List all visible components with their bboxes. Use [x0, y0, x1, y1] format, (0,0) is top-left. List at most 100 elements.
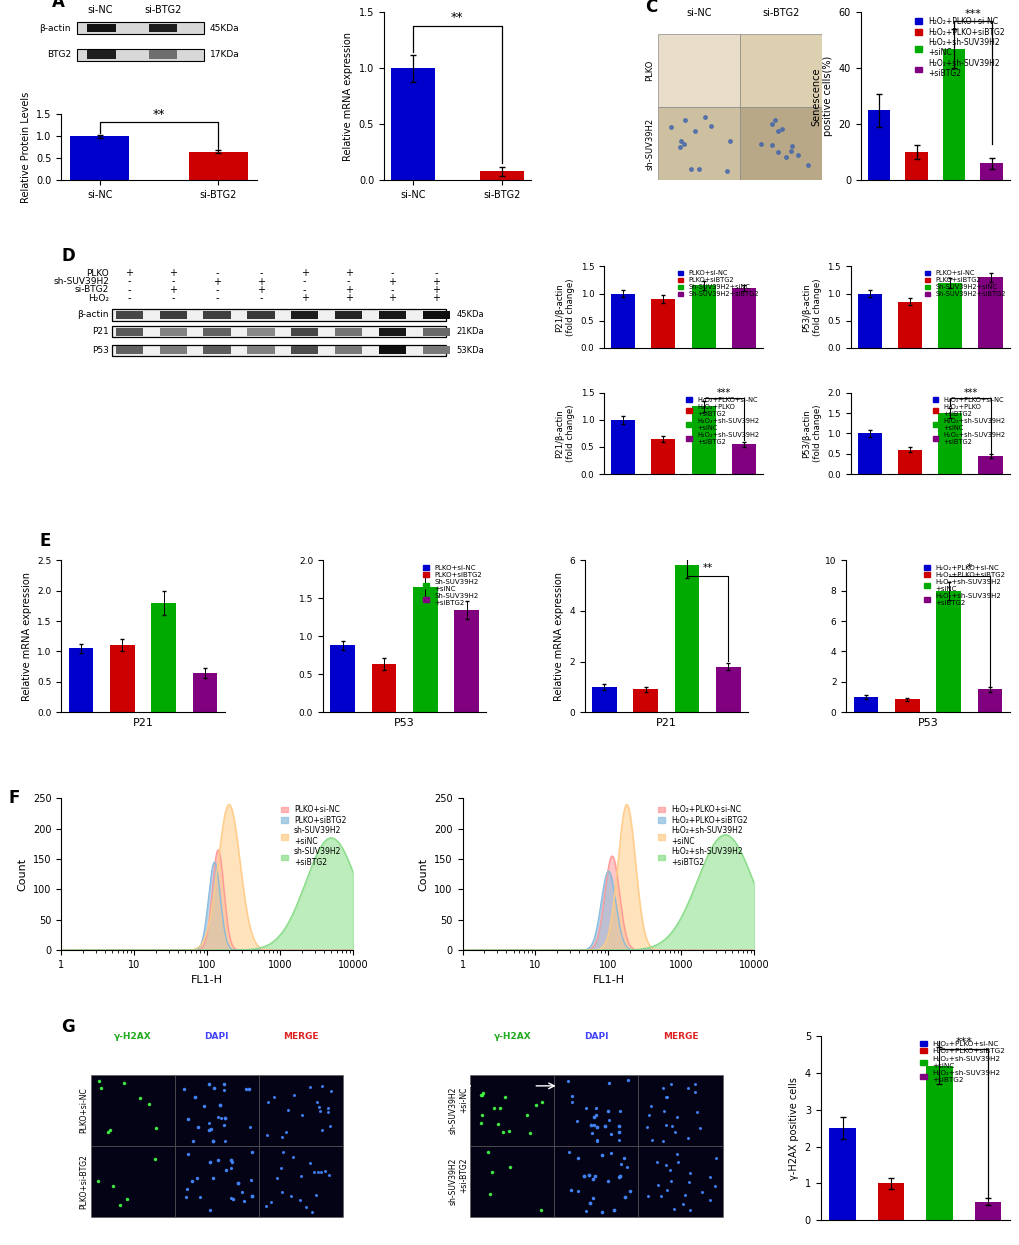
Text: 17KDa: 17KDa [210, 50, 239, 60]
Bar [330, 645, 355, 712]
Text: +: + [169, 268, 177, 278]
Bar [290, 346, 318, 354]
Legend: H₂O₂+PLKO+si-NC, H₂O₂+PLKO
+siBTG2, H₂O₂+sh-SUV39H2
+siNC, H₂O₂+sh-SUV39H2
+siBT: H₂O₂+PLKO+si-NC, H₂O₂+PLKO +siBTG2, H₂O₂… [685, 396, 759, 446]
Text: PLKO+si-NC: PLKO+si-NC [79, 1088, 88, 1133]
Text: +: + [213, 276, 221, 286]
Bar [651, 299, 675, 347]
Bar [853, 697, 877, 712]
Bar [159, 346, 186, 354]
Y-axis label: P53/β-actin
(fold change): P53/β-actin (fold change) [802, 405, 821, 462]
Text: P21: P21 [92, 327, 109, 336]
Text: β-actin: β-actin [77, 310, 109, 320]
Bar [657, 35, 739, 107]
Bar [739, 35, 821, 107]
Bar [925, 1066, 952, 1220]
Text: 53KDa: 53KDa [457, 346, 484, 355]
Text: E: E [40, 532, 51, 550]
Bar [876, 1183, 904, 1220]
Legend: H₂O₂+PLKO+si-NC, H₂O₂+PLKO+siBTG2, H₂O₂+sh-SUV39H2
+siNC, H₂O₂+sh-SUV39H2
+siBTG: H₂O₂+PLKO+si-NC, H₂O₂+PLKO+siBTG2, H₂O₂+… [919, 1040, 1005, 1084]
Bar [70, 137, 129, 181]
Y-axis label: Count: Count [17, 858, 28, 891]
Bar [76, 49, 204, 61]
Text: si-BTG2: si-BTG2 [144, 5, 181, 15]
Bar [87, 50, 116, 59]
Bar [87, 24, 116, 32]
Bar [390, 68, 435, 181]
Bar [68, 649, 94, 712]
Text: 21KDa: 21KDa [457, 327, 484, 336]
Bar [115, 327, 143, 336]
Bar [470, 1145, 554, 1216]
Bar [112, 345, 446, 356]
Legend: PLKO+si-NC, PLKO+siBTG2, Sh-SUV39H2+siNC, Sh-SUV39H2+siBTG2: PLKO+si-NC, PLKO+siBTG2, Sh-SUV39H2+siNC… [923, 270, 1006, 298]
Bar [189, 152, 248, 181]
Text: γ-H2AX: γ-H2AX [493, 1032, 531, 1041]
X-axis label: P21: P21 [655, 717, 677, 727]
Bar [867, 111, 890, 181]
Y-axis label: Relative Protein Levels: Relative Protein Levels [20, 92, 31, 203]
Bar [691, 285, 715, 347]
Bar [203, 327, 230, 336]
Legend: PLKO+si-NC, PLKO+siBTG2, Sh-SUV39H2
+siNC, Sh-SUV39H2
+siBTG2: PLKO+si-NC, PLKO+siBTG2, Sh-SUV39H2 +siN… [422, 564, 482, 606]
Bar [174, 1076, 259, 1145]
Text: PLKO: PLKO [86, 269, 109, 278]
Bar [378, 311, 406, 319]
Bar [422, 311, 449, 319]
Text: si-NC: si-NC [88, 5, 113, 15]
Bar [610, 294, 635, 347]
Bar [638, 1076, 721, 1145]
Text: +: + [388, 294, 396, 304]
Bar [378, 346, 406, 354]
Legend: H₂O₂+PLKO+si-NC, H₂O₂+PLKO+siBTG2, H₂O₂+sh-SUV39H2
+siNC, H₂O₂+sh-SUV39H2
+siBTG: H₂O₂+PLKO+si-NC, H₂O₂+PLKO+siBTG2, H₂O₂+… [654, 802, 750, 870]
Bar [115, 311, 143, 319]
Text: ***: *** [962, 387, 976, 397]
Bar [979, 163, 1002, 181]
Legend: PLKO+si-NC, PLKO+siBTG2, Sh-SUV39H2+siNC, Sh-SUV39H2+siBTG2: PLKO+si-NC, PLKO+siBTG2, Sh-SUV39H2+siNC… [677, 270, 759, 298]
Bar [633, 690, 657, 712]
Bar [731, 444, 755, 474]
Bar [159, 311, 186, 319]
Text: +: + [257, 276, 265, 286]
Text: MERGE: MERGE [282, 1032, 318, 1041]
Bar [976, 690, 1002, 712]
Bar [897, 301, 921, 347]
Bar [247, 311, 274, 319]
Y-axis label: Relative mRNA expression: Relative mRNA expression [343, 32, 353, 161]
Bar [422, 346, 449, 354]
Bar [894, 700, 919, 712]
Bar [112, 310, 446, 320]
Text: P53: P53 [92, 346, 109, 355]
Text: +: + [344, 268, 353, 278]
Y-axis label: P53/β-actin
(fold change): P53/β-actin (fold change) [802, 279, 821, 336]
Text: -: - [215, 268, 219, 278]
Text: -: - [215, 285, 219, 295]
Text: -: - [215, 294, 219, 304]
Text: -: - [127, 294, 131, 304]
Text: F: F [8, 789, 20, 807]
Text: **: ** [450, 11, 463, 24]
Bar [290, 327, 318, 336]
Text: +: + [432, 285, 440, 295]
Text: +: + [125, 268, 133, 278]
Text: sh-SUV39H2
+si-NC: sh-SUV39H2 +si-NC [448, 1087, 468, 1134]
Bar [247, 346, 274, 354]
Bar [203, 311, 230, 319]
Text: D: D [61, 247, 74, 265]
Text: 45KDa: 45KDa [457, 310, 484, 320]
Bar [247, 327, 274, 336]
Text: γ-H2AX: γ-H2AX [114, 1032, 152, 1041]
Bar [112, 326, 446, 337]
Text: PLKO: PLKO [645, 60, 654, 81]
Bar [715, 666, 740, 712]
Bar [115, 346, 143, 354]
Text: -: - [303, 285, 306, 295]
X-axis label: P53: P53 [394, 717, 415, 727]
Bar [691, 406, 715, 474]
Bar [935, 590, 960, 712]
Bar [937, 283, 961, 347]
Text: sh-SUV39H2
+si-BTG2: sh-SUV39H2 +si-BTG2 [448, 1158, 468, 1205]
Bar [413, 586, 437, 712]
Text: +: + [169, 285, 177, 295]
Bar [977, 278, 1002, 347]
Bar [479, 172, 524, 181]
